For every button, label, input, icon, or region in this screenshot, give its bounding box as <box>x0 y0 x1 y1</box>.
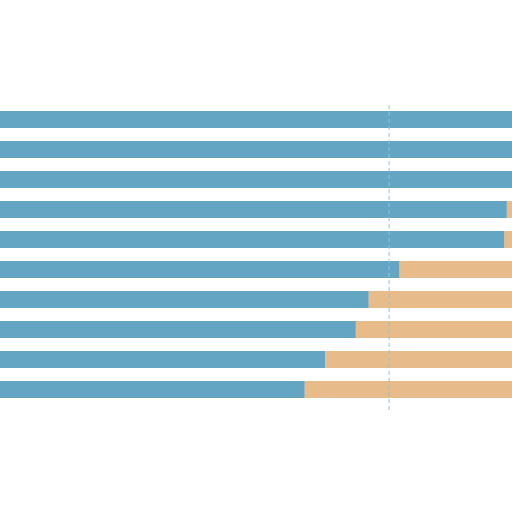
bar-segment <box>0 231 505 248</box>
bar-segment <box>0 201 507 218</box>
bar-segment <box>355 321 512 338</box>
bar-segment <box>0 141 512 158</box>
bar-segment <box>0 291 369 308</box>
bar-segment <box>304 381 512 398</box>
bar-segment <box>0 351 326 368</box>
bar-segment <box>0 381 305 398</box>
bar-segment <box>0 261 400 278</box>
bar-segment <box>0 171 512 188</box>
bar-segment <box>399 261 512 278</box>
bar-segment <box>368 291 512 308</box>
bar-segment <box>0 111 512 128</box>
bar-segment <box>325 351 512 368</box>
bar-segment <box>506 201 512 218</box>
bar-segment <box>504 231 512 248</box>
bar-segment <box>0 321 356 338</box>
